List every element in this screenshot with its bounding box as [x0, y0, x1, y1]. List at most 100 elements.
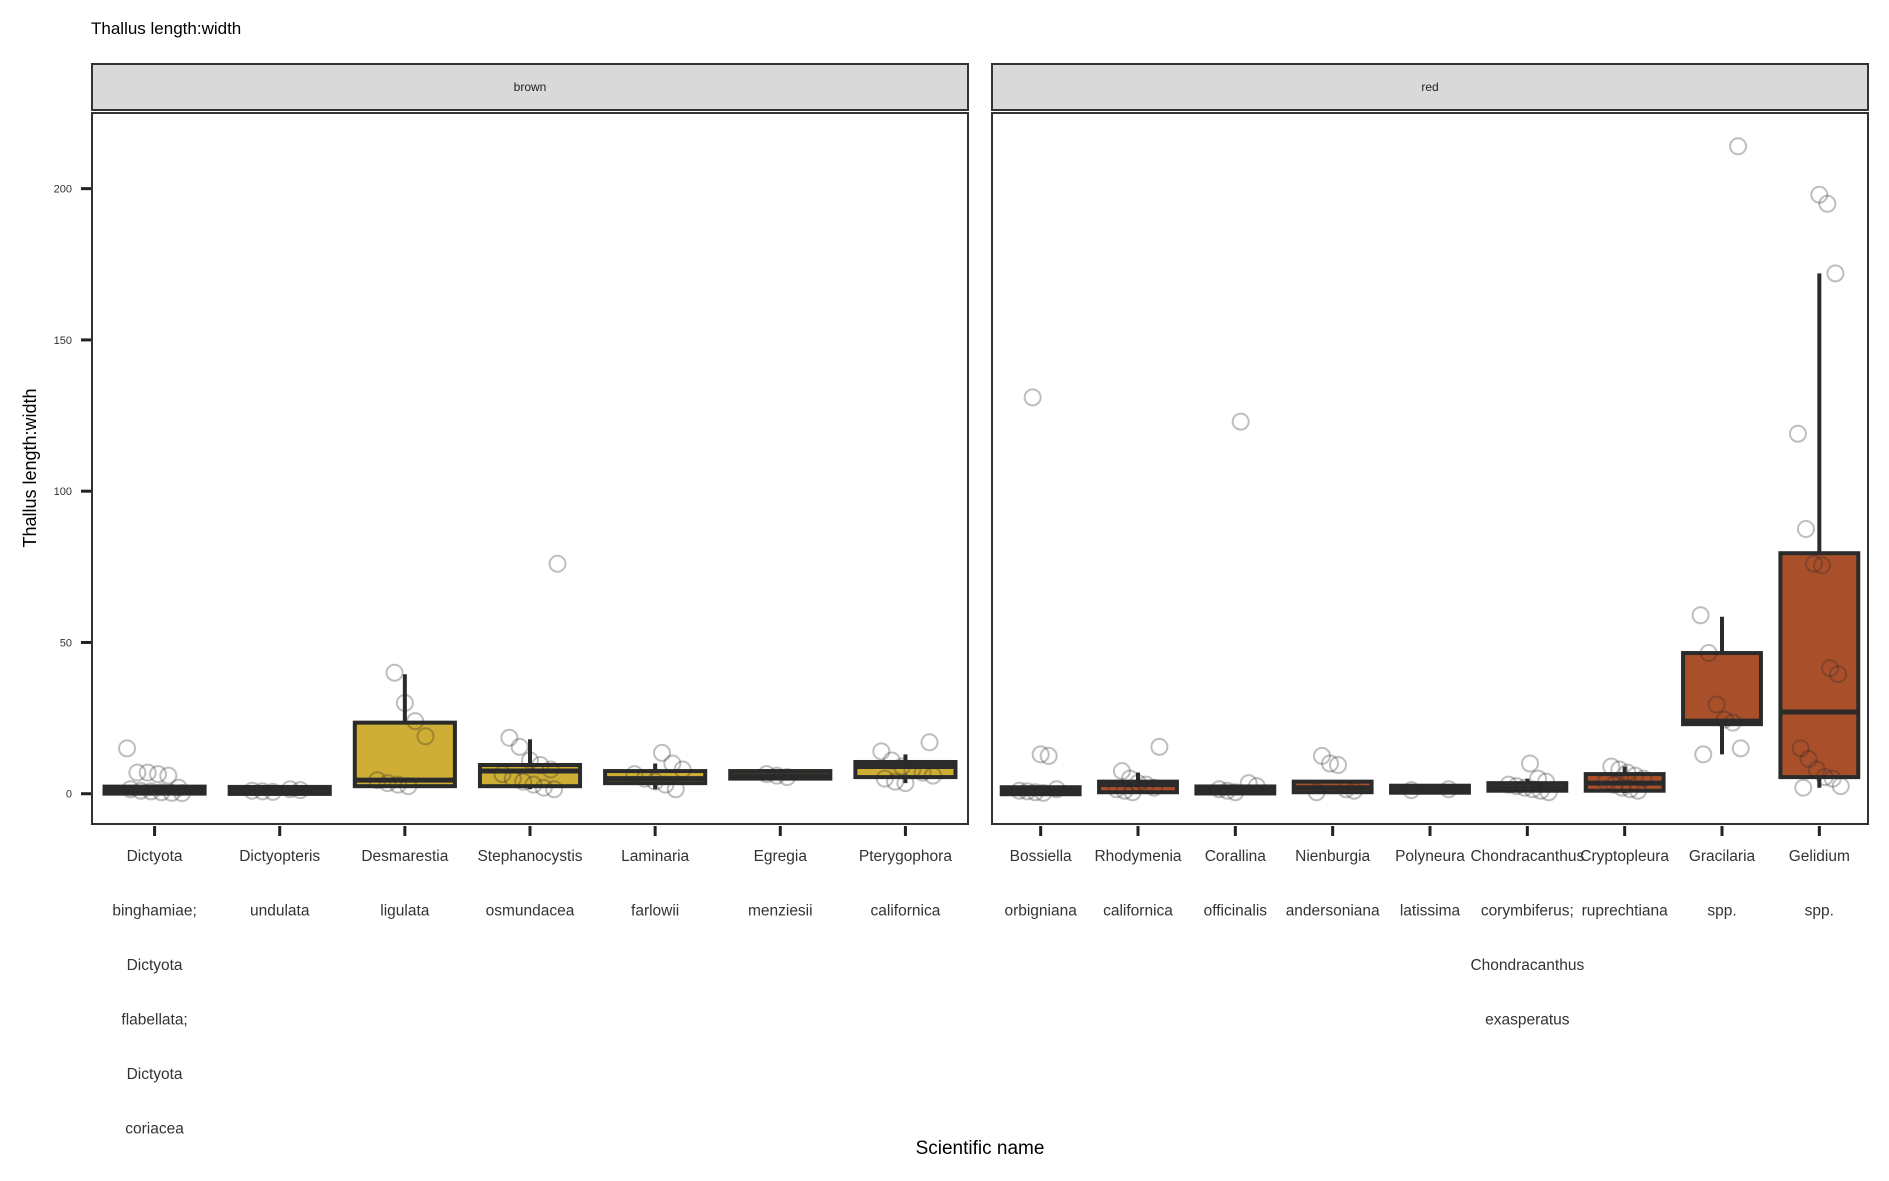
data-point: [1120, 769, 1139, 788]
box-group: [853, 733, 958, 793]
x-tick-label: Gracilaria: [1689, 848, 1756, 865]
data-point: [406, 712, 425, 731]
data-point: [1826, 264, 1845, 283]
x-tick-label: Chondracanthus: [1470, 848, 1584, 865]
x-tick-label: flabellata;: [121, 1012, 187, 1029]
data-point: [142, 782, 161, 801]
data-point: [757, 765, 776, 784]
data-point: [1818, 194, 1837, 213]
data-point: [1596, 772, 1615, 791]
data-point: [1723, 713, 1742, 732]
data-point: [1239, 774, 1258, 793]
data-point: [541, 760, 560, 779]
data-point: [1402, 781, 1421, 800]
data-point: [493, 765, 512, 784]
data-point: [1218, 781, 1237, 800]
data-point: [1626, 766, 1645, 785]
data-point: [625, 765, 644, 784]
data-point: [882, 751, 901, 770]
data-point: [1026, 783, 1045, 802]
box-group: [603, 743, 708, 799]
x-tick-label: Corallina: [1205, 848, 1267, 865]
data-point: [118, 739, 137, 758]
box-group: [1389, 780, 1471, 800]
facet-strip: [91, 63, 969, 111]
x-tick-label: officinalis: [1204, 903, 1268, 920]
data-point: [531, 756, 550, 775]
data-point: [1621, 780, 1640, 799]
data-point: [1794, 778, 1813, 797]
data-point: [886, 772, 905, 791]
x-tick-label: Egregia: [754, 848, 808, 865]
data-point: [368, 771, 387, 790]
data-point: [281, 780, 300, 799]
data-point: [416, 727, 435, 746]
x-tick-label: spp.: [1805, 903, 1834, 920]
data-point: [1312, 746, 1331, 765]
data-point: [503, 769, 522, 788]
box-group: [1486, 754, 1569, 802]
data-point: [510, 737, 529, 756]
x-tick-label: latissima: [1400, 903, 1461, 920]
data-point: [121, 780, 140, 799]
data-point: [1521, 754, 1540, 773]
data-point: [903, 760, 922, 779]
data-point: [1034, 783, 1053, 802]
x-tick-label: Cryptopleura: [1580, 848, 1669, 865]
x-tick-label: Pterygophora: [859, 848, 952, 865]
data-point: [1715, 710, 1734, 729]
box-group: [477, 554, 583, 799]
box-group: [102, 739, 207, 803]
data-point: [388, 775, 407, 794]
data-point: [1507, 777, 1526, 796]
data-point: [923, 766, 942, 785]
data-point: [1129, 774, 1147, 793]
x-tick-label: Dictyota: [127, 848, 183, 865]
box: [1778, 551, 1861, 780]
data-point: [1829, 665, 1848, 684]
data-point: [169, 778, 188, 797]
data-point: [152, 783, 171, 802]
x-tick-label: exasperatus: [1485, 1012, 1570, 1029]
chart-title: Thallus length:width: [91, 19, 241, 38]
data-point: [1691, 606, 1710, 625]
data-point: [653, 743, 672, 762]
data-point: [1112, 762, 1131, 781]
x-tick-label: spp.: [1707, 903, 1736, 920]
data-point: [243, 781, 262, 800]
data-point: [778, 768, 797, 787]
data-point: [673, 760, 692, 779]
data-point: [1529, 769, 1548, 788]
data-point: [1523, 780, 1542, 799]
data-point: [1604, 775, 1623, 794]
data-point: [534, 778, 553, 797]
data-point: [1337, 780, 1356, 799]
x-tick-label: Dictyota: [127, 957, 183, 974]
data-point: [159, 766, 178, 785]
data-point: [138, 763, 157, 782]
panel-frame: [991, 112, 1869, 825]
data-point: [1210, 780, 1229, 799]
data-point: [545, 780, 564, 799]
data-point: [1602, 757, 1621, 776]
x-tick-label: Rhodymenia: [1094, 848, 1181, 865]
data-point: [1123, 783, 1142, 802]
data-point: [1018, 782, 1037, 801]
data-point: [646, 772, 665, 791]
data-point: [1231, 412, 1250, 431]
data-point: [1791, 739, 1810, 758]
x-tick-label: californica: [1103, 903, 1173, 920]
data-point: [395, 693, 414, 712]
data-point: [1150, 737, 1169, 756]
data-point: [1799, 749, 1818, 768]
box-group: [1778, 185, 1861, 797]
data-point: [1707, 695, 1726, 714]
y-tick-label: 150: [54, 335, 72, 347]
y-tick-label: 50: [60, 637, 72, 649]
data-point: [1439, 780, 1458, 799]
data-point: [1618, 763, 1637, 782]
data-point: [173, 784, 192, 803]
data-point: [635, 769, 654, 788]
data-point: [1815, 768, 1834, 787]
data-point: [500, 728, 519, 747]
